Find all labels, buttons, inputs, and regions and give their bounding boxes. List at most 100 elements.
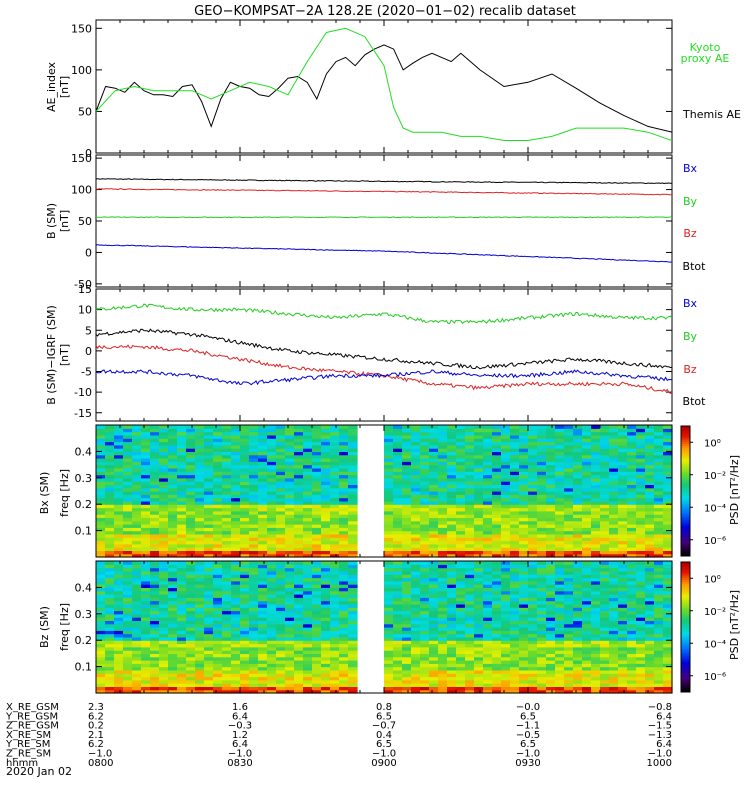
- spec_bx-psd-cell: [168, 425, 178, 429]
- spec_bx-psd-cell: [312, 444, 322, 449]
- spec_bx-psd-cell: [537, 425, 547, 429]
- spec_bx-psd-cell: [465, 451, 475, 456]
- spec_bz-psd-cell: [501, 617, 511, 621]
- spec_bz-psd-cell: [393, 640, 403, 645]
- spec_bz-psd-cell: [420, 600, 430, 605]
- spec_bx-psd-cell: [600, 510, 610, 515]
- spec_bx-psd-cell: [474, 477, 484, 482]
- spec_bz-psd-cell: [204, 686, 214, 691]
- spec_bz-psd-cell: [339, 590, 349, 595]
- spec_bx-psd-cell: [141, 527, 151, 532]
- spec_bz-psd-cell: [582, 679, 592, 684]
- spec_bz-psd-cell: [285, 584, 295, 588]
- spec_bx-psd-cell: [150, 507, 160, 512]
- spec_bz-psd-cell: [105, 679, 115, 684]
- spec_bx-psd-cell: [384, 553, 394, 558]
- spec_bx-psd-cell: [114, 481, 124, 485]
- spec_bz-psd-cell: [276, 689, 286, 694]
- spec_bz-psd-cell: [555, 673, 565, 678]
- spec_bx-psd-cell: [267, 507, 277, 512]
- spec_bx-psd-cell: [411, 547, 421, 551]
- spec_bz-psd-cell: [528, 570, 538, 575]
- spec_bz-psd-cell: [447, 656, 457, 661]
- spec_bx-psd-cell: [141, 537, 151, 542]
- spec_bx-ytick-label: 0.1: [75, 525, 93, 538]
- spec_bx-psd-cell: [564, 481, 574, 485]
- spec_bz-psd-cell: [303, 683, 313, 687]
- spec_bz-psd-cell: [582, 613, 592, 618]
- spec_bx-psd-cell: [564, 547, 574, 551]
- spec_bz-psd-cell: [249, 561, 259, 565]
- spec_bz-psd-cell: [267, 633, 277, 638]
- spec_bz-psd-cell: [501, 640, 511, 645]
- spec_bx-psd-cell: [582, 540, 592, 545]
- ae-ytick-label: 0: [85, 147, 92, 160]
- spec_bz-psd-cell: [411, 580, 421, 585]
- spec_bz-psd-cell: [213, 673, 223, 678]
- spec_bx-psd-cell: [195, 448, 205, 452]
- spec_bz-psd-cell: [573, 673, 583, 678]
- spec_bx-psd-cell: [96, 524, 106, 528]
- spec_bx-psd-cell: [186, 547, 196, 551]
- spec_bz-psd-cell: [573, 570, 583, 575]
- spec_bz-psd-cell: [168, 669, 178, 674]
- spec_bx-psd-cell: [663, 524, 673, 528]
- spec_bx-psd-cell: [240, 487, 250, 492]
- spec_bx-psd-cell: [339, 448, 349, 452]
- spec_bz-psd-cell: [384, 610, 394, 615]
- spec_bx-psd-cell: [141, 451, 151, 456]
- spec_bz-psd-cell: [330, 561, 340, 565]
- spec_bx-psd-cell: [528, 524, 538, 528]
- spec_bz-psd-cell: [222, 630, 232, 635]
- spec_bx-psd-cell: [537, 471, 547, 476]
- spec_bx-psd-cell: [177, 441, 187, 446]
- spec_bx-psd-cell: [105, 533, 115, 538]
- spec_bz-psd-cell: [258, 597, 268, 602]
- spec_bx-psd-cell: [609, 461, 619, 466]
- spec_bx-psd-cell: [636, 550, 646, 555]
- spec_bx-psd-cell: [384, 484, 394, 489]
- spec_bx-psd-cell: [294, 537, 304, 542]
- spec_bx-psd-cell: [501, 448, 511, 452]
- spec_bz-psd-cell: [168, 594, 178, 598]
- spec_bz-psd-cell: [555, 633, 565, 638]
- spec_bz-psd-cell: [456, 683, 466, 687]
- spec_bz-psd-cell: [150, 640, 160, 645]
- spec_bx-psd-cell: [141, 507, 151, 512]
- spec_bz-psd-cell: [483, 607, 493, 612]
- spec_bx-psd-cell: [510, 444, 520, 449]
- spec_bz-psd-cell: [609, 656, 619, 661]
- spec_bx-psd-cell: [204, 507, 214, 512]
- spec_bx-psd-cell: [312, 464, 322, 469]
- spec_bz-psd-cell: [186, 643, 196, 648]
- spec_bz-psd-cell: [555, 613, 565, 618]
- spec_bz-psd-cell: [600, 656, 610, 661]
- spec_bz-psd-cell: [276, 663, 286, 668]
- spec_bx-psd-cell: [402, 520, 412, 525]
- spec_bx-psd-cell: [150, 484, 160, 489]
- spec_bx-psd-cell: [249, 510, 259, 515]
- spec_bx-psd-cell: [483, 553, 493, 558]
- spec_bx-psd-cell: [258, 524, 268, 528]
- spec_bz-psd-cell: [573, 607, 583, 612]
- spec_bx-psd-cell: [456, 425, 466, 429]
- spec_bz-psd-cell: [564, 646, 574, 651]
- spec_bx-psd-cell: [600, 537, 610, 542]
- spec_bz-psd-cell: [159, 617, 169, 621]
- spec_bx-psd-cell: [546, 504, 556, 509]
- spec_bx-psd-cell: [645, 434, 655, 439]
- spec_bx-psd-cell: [654, 461, 664, 466]
- db-unit: [nT]: [58, 344, 71, 366]
- spec_bz-psd-cell: [411, 594, 421, 598]
- spec_bz-psd-cell: [501, 686, 511, 691]
- spec_bx-psd-cell: [474, 467, 484, 472]
- ae-ylabel: AE_index: [45, 61, 58, 112]
- spec_bz-psd-cell: [420, 689, 430, 694]
- spec_bz-psd-cell: [159, 630, 169, 635]
- spec_bz-psd-cell: [285, 597, 295, 602]
- spec_bx-psd-cell: [339, 497, 349, 502]
- spec_bx-psd-cell: [555, 461, 565, 466]
- spec_bx-psd-cell: [393, 448, 403, 452]
- spec_bz-psd-cell: [249, 600, 259, 605]
- spec_bz-psd-cell: [555, 646, 565, 651]
